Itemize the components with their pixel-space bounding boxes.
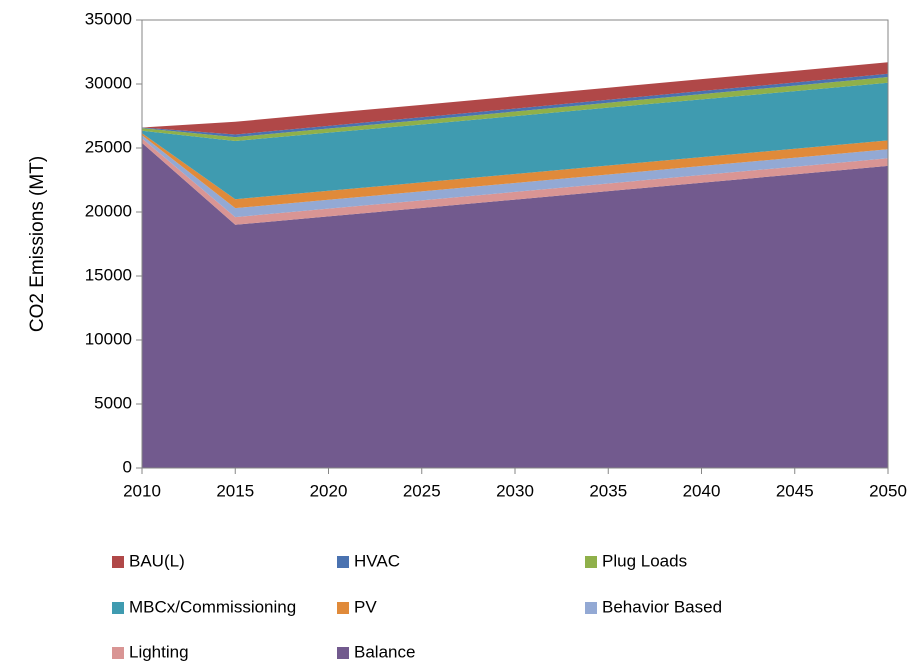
legend-label: BAU(L) <box>129 551 185 570</box>
legend-label: Behavior Based <box>602 597 722 616</box>
legend-label: Balance <box>354 642 415 661</box>
legend-label: MBCx/Commissioning <box>129 597 296 616</box>
legend-label: Plug Loads <box>602 551 687 570</box>
y-tick-label: 5000 <box>94 393 132 412</box>
y-axis-label: CO2 Emissions (MT) <box>27 156 48 332</box>
legend-label: HVAC <box>354 551 400 570</box>
x-tick-label: 2035 <box>589 481 627 500</box>
y-tick-label: 0 <box>123 457 132 476</box>
legend-swatch <box>585 556 597 568</box>
y-tick-label: 25000 <box>85 137 132 156</box>
legend-swatch <box>112 647 124 659</box>
area <box>142 82 888 200</box>
x-tick-label: 2040 <box>683 481 721 500</box>
x-tick-label: 2045 <box>776 481 814 500</box>
y-tick-label: 30000 <box>85 73 132 92</box>
x-tick-label: 2030 <box>496 481 534 500</box>
x-tick-label: 2010 <box>123 481 161 500</box>
legend-swatch <box>112 602 124 614</box>
y-tick-label: 35000 <box>85 9 132 28</box>
y-tick-label: 20000 <box>85 201 132 220</box>
legend-swatch <box>337 602 349 614</box>
area <box>142 142 888 468</box>
x-tick-label: 2050 <box>869 481 907 500</box>
y-tick-label: 10000 <box>85 329 132 348</box>
x-tick-label: 2015 <box>216 481 254 500</box>
y-tick-label: 15000 <box>85 265 132 284</box>
legend-label: Lighting <box>129 642 189 661</box>
x-tick-label: 2020 <box>310 481 348 500</box>
legend-label: PV <box>354 597 377 616</box>
legend-swatch <box>337 647 349 659</box>
legend-swatch <box>112 556 124 568</box>
area <box>142 62 888 135</box>
legend-swatch <box>337 556 349 568</box>
x-tick-label: 2025 <box>403 481 441 500</box>
legend-swatch <box>585 602 597 614</box>
